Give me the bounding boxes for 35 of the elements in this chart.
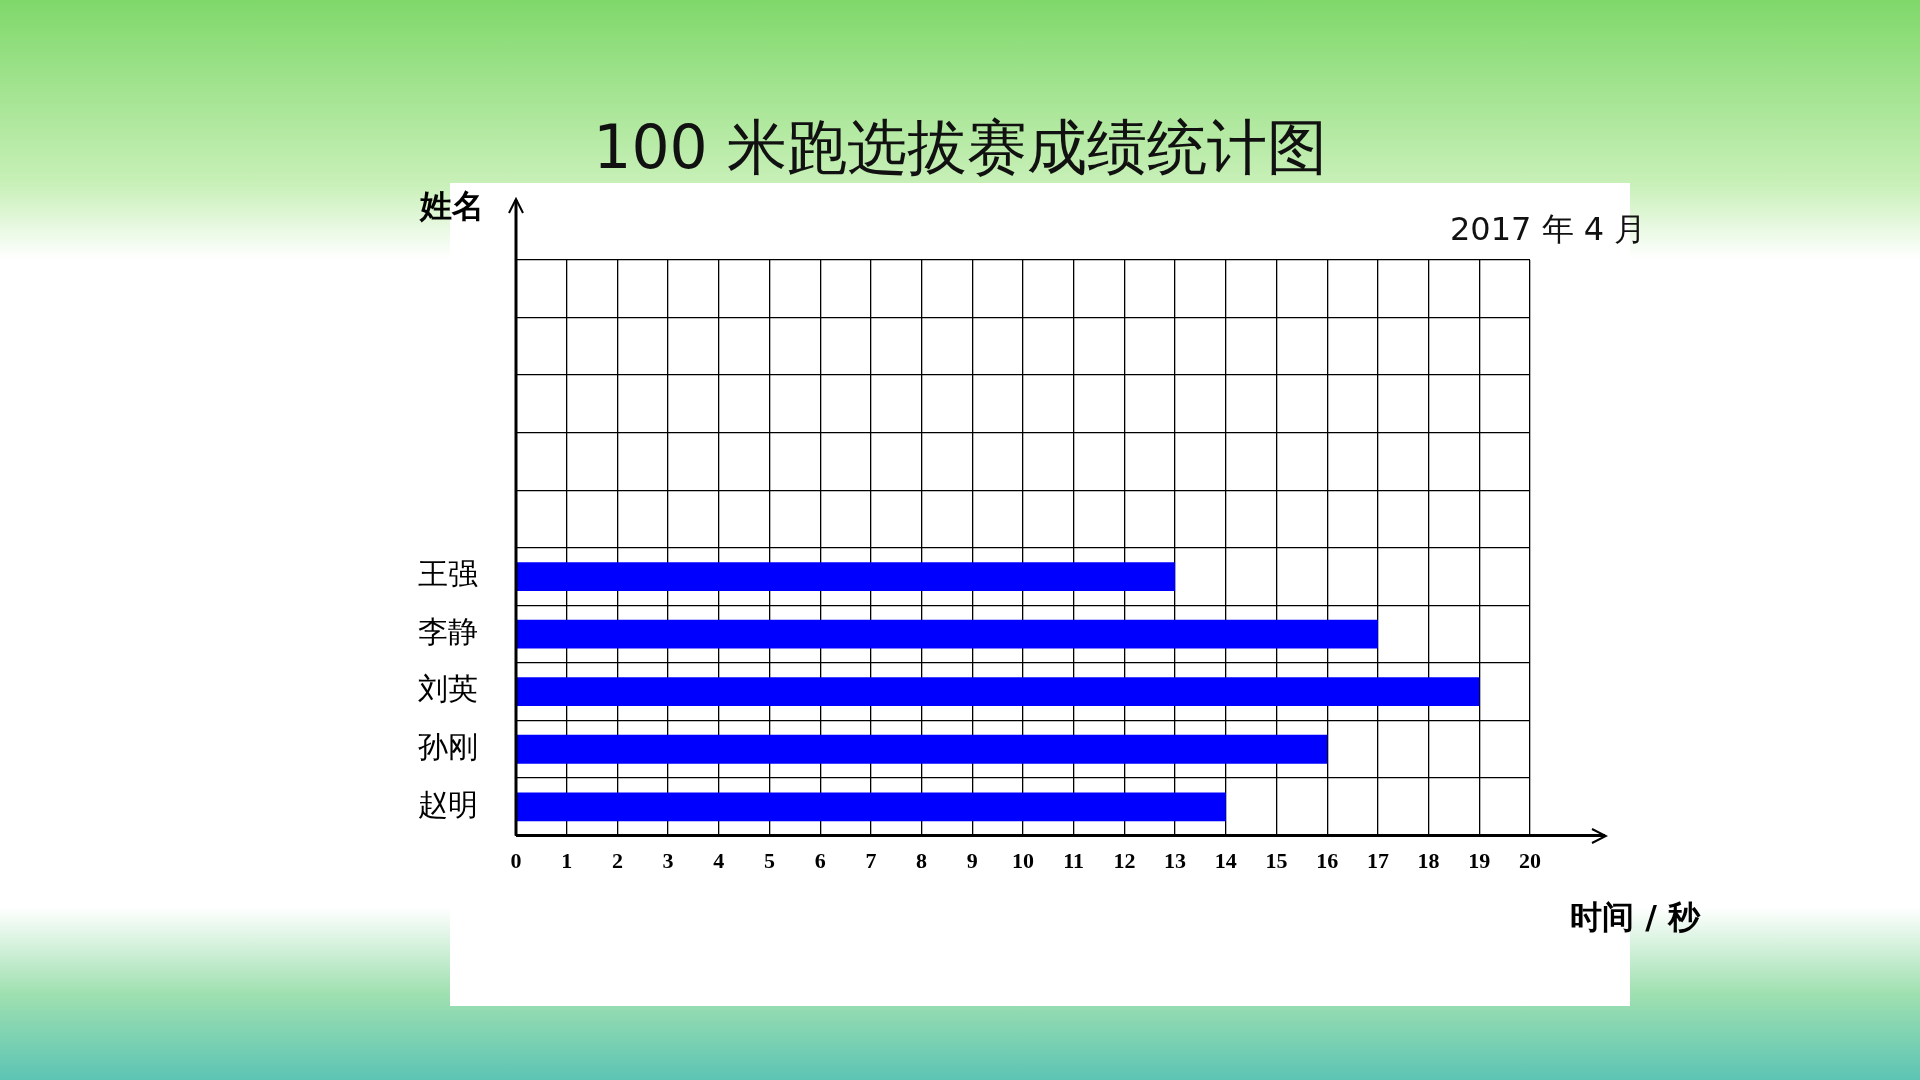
chart-title: 100 米跑选拔赛成绩统计图 bbox=[593, 112, 1327, 182]
x-tick-label: 20 bbox=[1519, 848, 1541, 874]
y-axis-title: 姓名 bbox=[420, 186, 484, 227]
bar bbox=[516, 619, 1378, 649]
x-tick-label: 4 bbox=[713, 848, 725, 874]
x-tick-label: 10 bbox=[1012, 848, 1034, 874]
bar bbox=[516, 734, 1328, 764]
x-axis-title: 时间 / 秒 bbox=[1570, 897, 1700, 938]
bar bbox=[516, 677, 1480, 707]
chart-subtitle: 2017 年 4 月 bbox=[1450, 209, 1647, 250]
x-tick-label: 8 bbox=[916, 848, 928, 874]
x-tick-label: 9 bbox=[966, 848, 978, 874]
y-tick-label: 赵明 bbox=[418, 786, 478, 822]
x-tick-label: 13 bbox=[1164, 848, 1187, 874]
y-tick-label: 李静 bbox=[418, 613, 478, 649]
bar bbox=[516, 562, 1176, 591]
y-tick-label: 孙刚 bbox=[418, 729, 478, 765]
bar bbox=[516, 792, 1226, 822]
x-tick-label: 16 bbox=[1316, 848, 1339, 874]
x-tick-label: 14 bbox=[1214, 848, 1237, 874]
x-tick-label: 17 bbox=[1366, 848, 1389, 874]
x-tick-label: 18 bbox=[1417, 848, 1440, 874]
x-tick-label: 5 bbox=[764, 848, 775, 874]
x-tick-label: 2 bbox=[611, 848, 623, 874]
y-tick-label: 王强 bbox=[418, 556, 478, 592]
x-tick-label: 12 bbox=[1113, 848, 1136, 874]
x-tick-label: 6 bbox=[814, 848, 826, 874]
x-tick-label: 11 bbox=[1063, 848, 1085, 874]
y-tick-label: 刘英 bbox=[418, 671, 478, 707]
x-tick-label: 15 bbox=[1265, 848, 1288, 874]
x-tick-label: 19 bbox=[1468, 848, 1491, 874]
x-tick-label: 3 bbox=[662, 848, 674, 874]
x-tick-label: 0 bbox=[510, 848, 522, 874]
x-tick-label: 7 bbox=[865, 848, 877, 874]
x-tick-label: 1 bbox=[561, 848, 573, 874]
